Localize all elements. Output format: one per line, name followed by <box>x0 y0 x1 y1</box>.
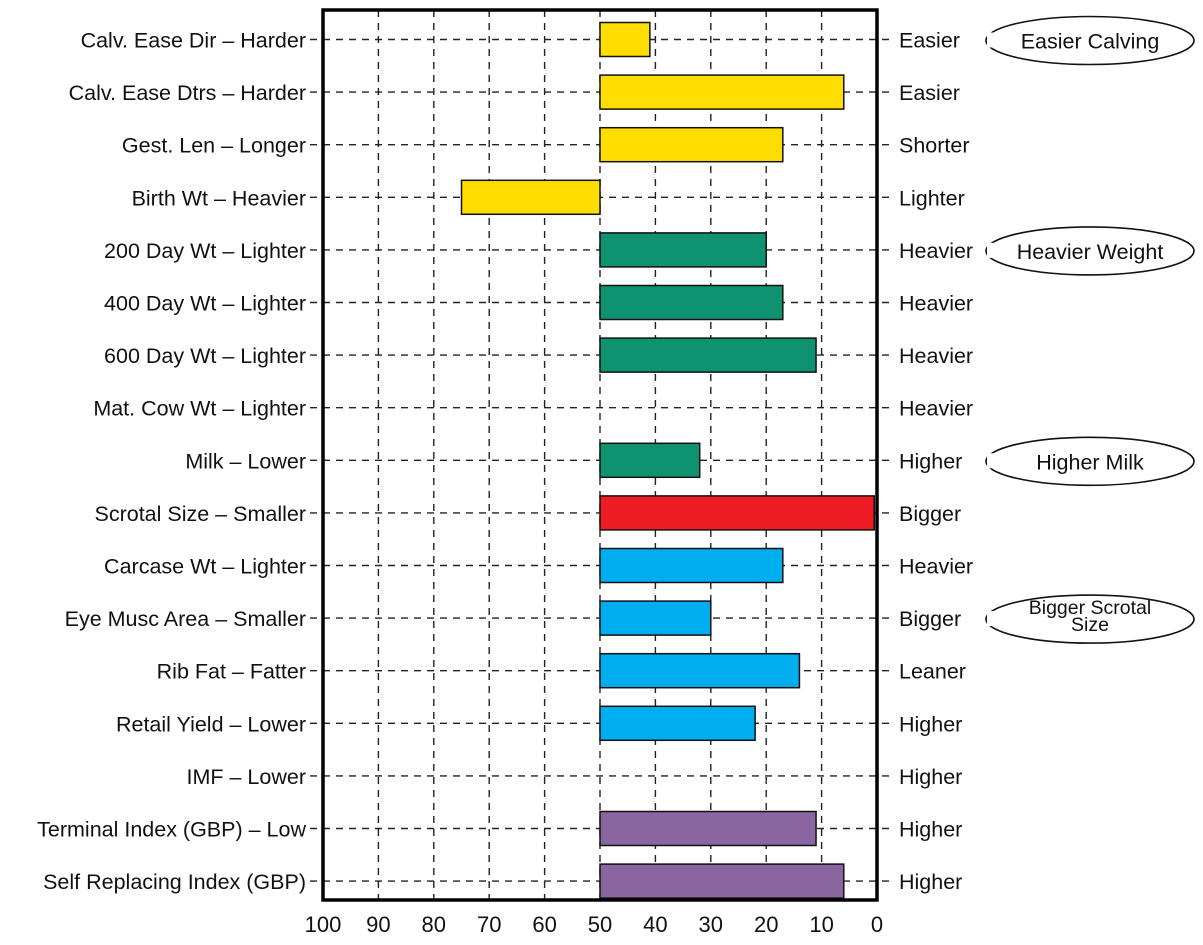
plot-frame <box>321 8 879 902</box>
left-label: Birth Wt – Heavier <box>132 186 306 210</box>
bar-8 <box>599 442 701 479</box>
x-tick-label: 30 <box>699 912 723 937</box>
x-tick-label: 40 <box>643 912 667 937</box>
right-label: Heavier <box>899 292 973 316</box>
left-trait-labels: Calv. Ease Dir – Harder Calv. Ease Dtrs –… <box>37 29 306 895</box>
callouts: Easier Calving Heavier Weight Higher Milk B… <box>985 15 1195 644</box>
right-label: Lighter <box>899 186 965 210</box>
left-label: Scrotal Size – Smaller <box>95 502 307 526</box>
callout-seam <box>987 611 1005 627</box>
callout-seam <box>987 32 1005 48</box>
callout-seam <box>987 242 1005 258</box>
x-tick-label: 90 <box>366 912 390 937</box>
right-label: Higher <box>899 765 962 789</box>
callout-bubble <box>985 436 1195 487</box>
right-label: Leaner <box>899 660 966 684</box>
bar-11 <box>599 600 712 636</box>
bar-13 <box>599 705 756 742</box>
x-tick-label: 80 <box>422 912 446 937</box>
x-axis-ticks: 100 90 80 70 60 50 40 30 20 10 0 <box>305 912 883 937</box>
right-label: Higher <box>899 712 962 736</box>
right-label: Bigger <box>899 502 961 526</box>
bar-2 <box>599 126 784 163</box>
right-label: Higher <box>899 818 962 842</box>
right-label: Easier <box>899 81 960 105</box>
x-tick-label: 60 <box>532 912 556 937</box>
right-label: Heavier <box>899 344 973 368</box>
bar-0 <box>599 21 651 58</box>
bar-10 <box>599 547 784 584</box>
left-label: Carcase Wt – Lighter <box>104 555 306 579</box>
left-label: Calv. Ease Dtrs – Harder <box>69 81 306 105</box>
right-label: Shorter <box>899 134 970 158</box>
left-label: Rib Fat – Fatter <box>157 660 306 684</box>
callout-bubble <box>985 226 1195 276</box>
right-label: Bigger <box>899 607 961 631</box>
right-label: Higher <box>899 449 962 473</box>
right-label: Heavier <box>899 397 973 421</box>
callout-bubble <box>985 15 1195 66</box>
x-tick-label: 20 <box>754 912 778 937</box>
callout-text: Size <box>1071 614 1109 636</box>
bars <box>460 21 875 899</box>
x-tick-label: 100 <box>305 912 342 937</box>
left-label: Terminal Index (GBP) – Low <box>37 818 306 842</box>
left-label: Calv. Ease Dir – Harder <box>81 29 306 53</box>
x-tick-label: 10 <box>809 912 833 937</box>
callout-1: Heavier Weight <box>985 226 1195 276</box>
left-label: Eye Musc Area – Smaller <box>65 607 306 631</box>
left-label: 600 Day Wt – Lighter <box>104 344 306 368</box>
bar-3 <box>460 179 601 216</box>
right-label: Higher <box>899 870 962 894</box>
left-label: 400 Day Wt – Lighter <box>104 292 306 316</box>
callout-0: Easier Calving <box>985 15 1195 66</box>
right-label: Heavier <box>899 555 973 579</box>
left-label: Gest. Len – Longer <box>122 134 306 158</box>
bar-9 <box>599 495 875 531</box>
right-label: Easier <box>899 29 960 53</box>
left-label: Milk – Lower <box>185 449 306 473</box>
callout-seam <box>987 453 1005 469</box>
x-tick-label: 70 <box>477 912 501 937</box>
bar-6 <box>599 337 817 373</box>
left-label: Self Replacing Index (GBP) <box>43 870 306 894</box>
bar-16 <box>599 863 845 899</box>
x-tick-label: 0 <box>871 912 883 937</box>
callout-text: Bigger Scrotal <box>1029 597 1151 619</box>
left-label: Mat. Cow Wt – Lighter <box>93 397 306 421</box>
callout-2: Higher Milk <box>985 436 1195 487</box>
callout-text: Easier Calving <box>1021 30 1160 54</box>
x-tick-label: 50 <box>588 912 612 937</box>
callout-text: Heavier Weight <box>1017 240 1164 264</box>
bar-5 <box>599 284 784 321</box>
callout-bubble <box>985 594 1195 644</box>
left-label: 200 Day Wt – Lighter <box>104 239 306 263</box>
right-direction-labels: Easier Easier Shorter Lighter Heavier Heavier… <box>899 29 973 895</box>
bar-4 <box>599 232 767 268</box>
bar-15 <box>599 810 817 847</box>
callout-text: Higher Milk <box>1036 450 1144 474</box>
bar-12 <box>599 652 801 689</box>
left-label: IMF – Lower <box>187 765 306 789</box>
right-label: Heavier <box>899 239 973 263</box>
bar-1 <box>599 74 845 110</box>
left-label: Retail Yield – Lower <box>116 712 306 736</box>
